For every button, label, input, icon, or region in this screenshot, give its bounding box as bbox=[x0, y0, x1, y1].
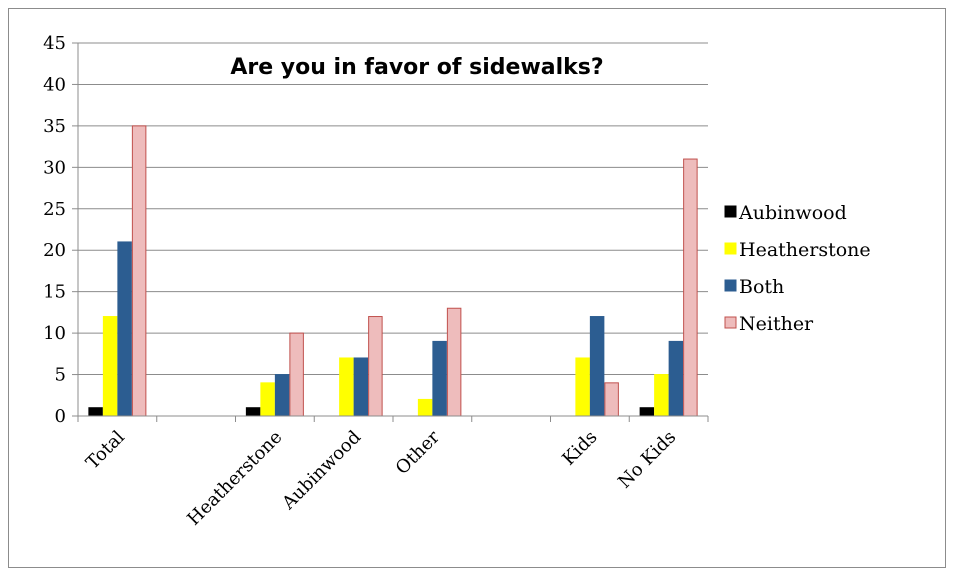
y-tick-label: 35 bbox=[43, 116, 66, 137]
x-category-label: Aubinwood bbox=[277, 427, 365, 515]
bar-neither bbox=[368, 316, 383, 417]
y-tick-label: 0 bbox=[55, 406, 66, 427]
y-tick-label: 30 bbox=[43, 157, 66, 178]
bar-both bbox=[274, 374, 290, 417]
chart-frame bbox=[8, 8, 946, 568]
legend: Aubinwood Heatherstone Both Neither bbox=[724, 202, 871, 335]
bar-heatherstone bbox=[417, 398, 433, 417]
legend-swatch bbox=[724, 242, 737, 255]
y-tick-label: 5 bbox=[55, 365, 66, 386]
legend-label: Aubinwood bbox=[738, 202, 847, 224]
bar-both bbox=[353, 357, 369, 417]
bar-both bbox=[432, 340, 447, 417]
x-category-label: No Kids bbox=[614, 427, 680, 493]
bar-heatherstone bbox=[339, 357, 354, 417]
bar-aubinwood bbox=[639, 407, 655, 417]
bar-both bbox=[589, 316, 605, 417]
axes bbox=[72, 42, 709, 422]
bar-neither bbox=[604, 382, 619, 417]
legend-swatch bbox=[724, 316, 737, 329]
x-category-label: Total bbox=[82, 427, 129, 474]
bar-neither bbox=[289, 332, 304, 417]
title-background bbox=[174, 44, 660, 84]
bar-heatherstone bbox=[654, 374, 669, 417]
bar-heatherstone bbox=[102, 316, 118, 417]
bar-both bbox=[117, 241, 132, 417]
y-tick-label: 10 bbox=[43, 323, 66, 344]
y-tick-label: 45 bbox=[43, 33, 66, 54]
bar-neither bbox=[131, 125, 147, 417]
legend-label: Both bbox=[739, 276, 784, 298]
x-category-label: Kids bbox=[558, 427, 601, 470]
legend-swatch bbox=[724, 205, 737, 218]
bar-both bbox=[668, 340, 684, 417]
x-category-label: Heatherstone bbox=[183, 427, 286, 530]
bars bbox=[88, 125, 698, 417]
legend-label: Neither bbox=[739, 313, 814, 335]
y-tick-label: 20 bbox=[43, 240, 66, 261]
y-tick-label: 15 bbox=[43, 282, 66, 303]
bar-neither bbox=[683, 158, 698, 417]
bar-aubinwood bbox=[88, 407, 103, 417]
chart-title: Are you in favor of sidewalks? bbox=[230, 55, 603, 80]
legend-label: Heatherstone bbox=[739, 239, 871, 261]
y-tick-label: 40 bbox=[43, 74, 66, 95]
x-category-label: Other bbox=[392, 426, 444, 478]
y-tick-label: 25 bbox=[43, 199, 66, 220]
bar-heatherstone bbox=[575, 357, 590, 417]
grid-lines bbox=[78, 42, 708, 376]
bar-heatherstone bbox=[260, 382, 275, 417]
bar-neither bbox=[446, 307, 462, 417]
legend-swatch bbox=[724, 279, 737, 292]
bar-aubinwood bbox=[245, 407, 261, 417]
